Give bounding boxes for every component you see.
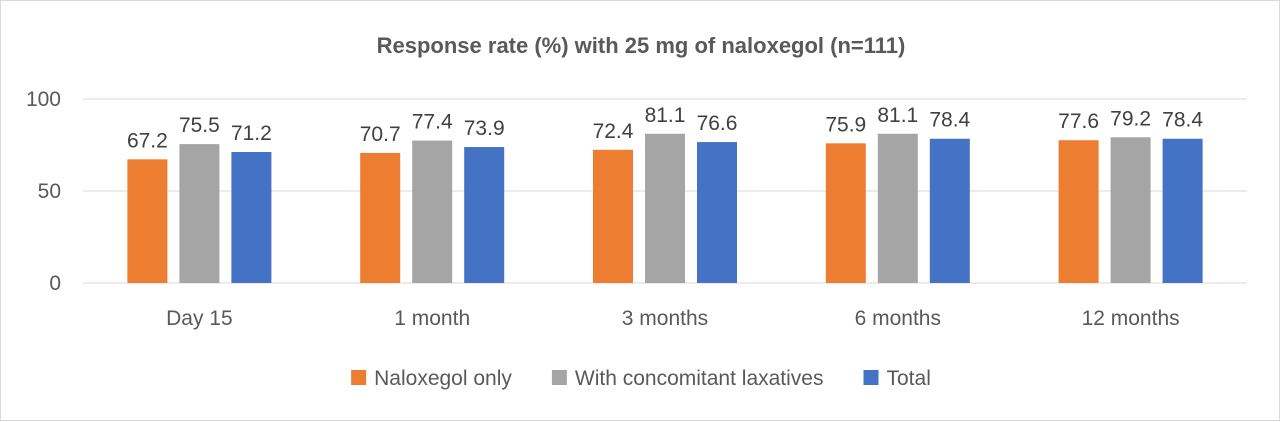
legend-item: With concomitant laxatives [551,367,824,390]
data-label: 77.4 [412,111,453,134]
y-axis-tick-labels: 0 50 100 [26,88,61,295]
category-label: 12 months [1082,307,1180,330]
category-label: 6 months [855,307,941,330]
bar [593,149,633,283]
legend: Naloxegol only With concomitant laxatives… [351,367,931,390]
bar [464,147,505,283]
data-label: 76.6 [697,112,738,135]
bar [645,133,685,283]
y-tick-label: 0 [49,272,61,295]
bar [127,159,168,283]
bar [179,144,220,283]
y-tick-label: 50 [38,180,61,203]
data-label: 79.2 [1110,107,1151,130]
legend-label: Naloxegol only [374,367,512,390]
bar [929,138,970,283]
legend-swatch [863,370,879,385]
data-label: 71.2 [231,122,272,145]
data-label: 78.4 [929,109,970,132]
bar [877,133,918,283]
data-label: 78.4 [1162,109,1203,132]
bars [127,133,1203,283]
category-label: 3 months [622,307,708,330]
data-label: 73.9 [464,117,505,140]
data-label: 75.9 [825,113,866,136]
legend-label: With concomitant laxatives [575,367,824,390]
bar [412,140,453,283]
legend-item: Total [863,367,931,390]
legend-swatch [551,370,567,385]
legend-swatch [351,370,367,385]
category-label: 1 month [394,307,470,330]
bar [360,152,401,283]
bar [1058,140,1099,283]
x-axis-category-labels: Day 15 1 month 3 months 6 months 12 months [166,307,1180,330]
data-label: 67.2 [127,129,168,152]
data-label: 70.7 [360,123,401,146]
y-tick-label: 100 [26,88,61,111]
data-label: 81.1 [877,104,918,127]
legend-item: Naloxegol only [351,367,512,390]
bar [1110,137,1151,283]
data-labels: 67.2 75.5 71.2 70.7 77.4 73.9 72.4 81.1 76.6 75.9… [127,104,1203,153]
bar [697,142,737,283]
category-label: Day 15 [166,307,233,330]
data-label: 72.4 [593,120,634,143]
legend-label: Total [887,367,931,390]
bar [825,143,866,283]
bar [231,151,272,283]
data-label: 81.1 [645,104,686,127]
data-label: 77.6 [1058,110,1099,133]
chart-title: Response rate (%) with 25 mg of naloxego… [377,33,906,58]
data-label: 75.5 [179,114,220,137]
bar [1162,138,1203,283]
